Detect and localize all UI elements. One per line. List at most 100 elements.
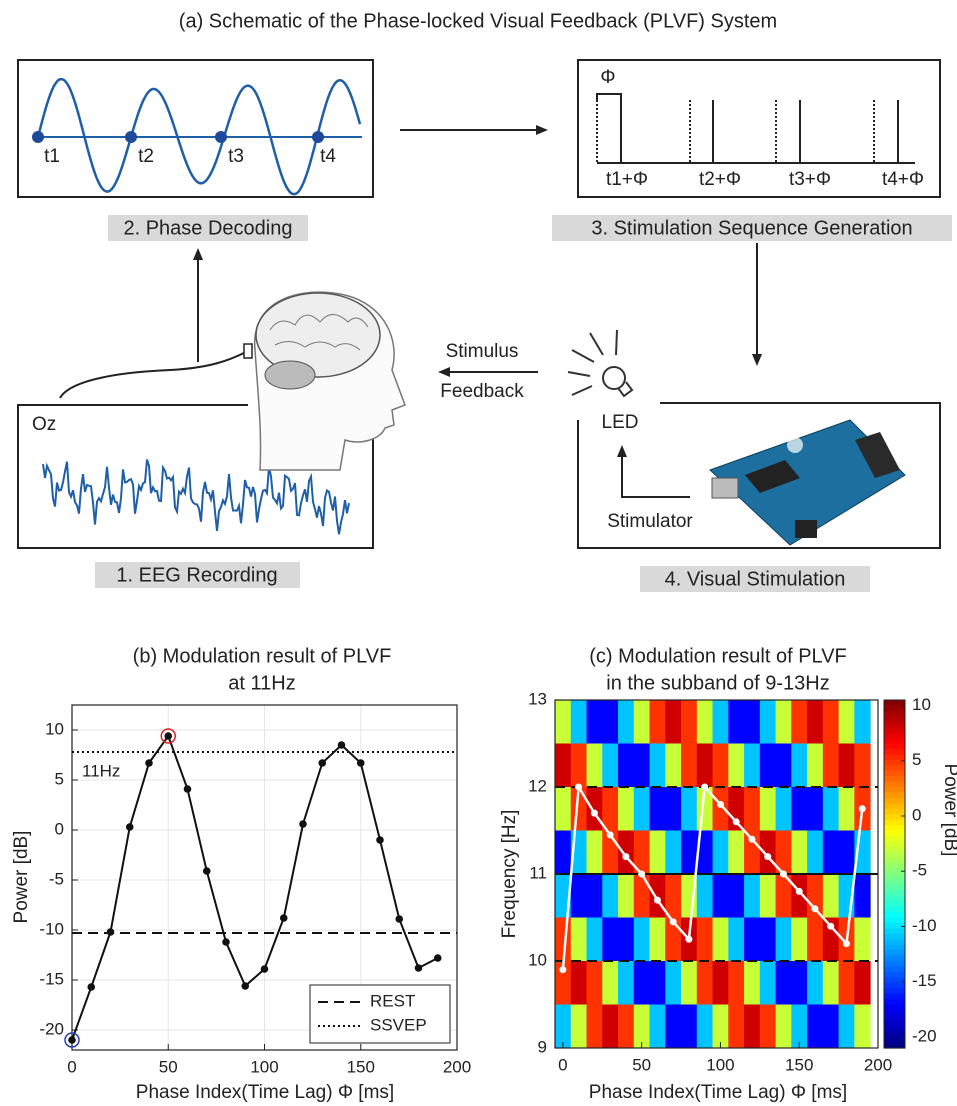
heat-cell [759, 743, 777, 788]
y-tick-label: 12 [528, 776, 547, 795]
heat-cell [665, 1004, 682, 1049]
ray [589, 332, 604, 356]
heat-cell [759, 917, 777, 962]
x-tick-label: 200 [864, 1055, 892, 1074]
colorbar-step [884, 971, 905, 978]
y-tick-label: -5 [49, 869, 64, 888]
heat-cell [633, 874, 651, 918]
data-point [68, 1036, 76, 1044]
brain-folds [269, 314, 369, 351]
x-tick-label: 200 [443, 1057, 471, 1076]
heat-cell [807, 874, 824, 918]
heat-cell [854, 1004, 871, 1049]
colorbar-step [884, 738, 905, 745]
y-tick-label: -20 [39, 1019, 64, 1038]
colorbar-step [884, 700, 905, 707]
heat-cell [602, 700, 619, 744]
heat-cell [744, 743, 761, 788]
legend-label: SSVEP [370, 1015, 427, 1034]
colorbar-step [884, 1020, 905, 1027]
heat-cell [586, 743, 603, 788]
arduino-board [709, 419, 906, 546]
y-axis-label: Power [dB] [11, 831, 32, 924]
colorbar-step [884, 743, 905, 750]
heat-cell [854, 743, 871, 788]
peak-point [858, 805, 866, 813]
peak-point [827, 922, 835, 930]
heat-cell [555, 743, 572, 788]
colorbar-step [884, 977, 905, 984]
heat-cell [728, 787, 745, 831]
heat-cell [822, 1004, 840, 1049]
heat-cell [681, 1004, 698, 1049]
y-tick-label: 0 [55, 819, 64, 838]
led-icon [567, 329, 634, 398]
colorbar-step [884, 776, 905, 783]
heat-cell [633, 917, 651, 962]
data-point [376, 836, 384, 844]
heat-cell [791, 917, 808, 962]
heat-cell [570, 1004, 588, 1049]
heat-cell [728, 961, 745, 1005]
peak-point [606, 831, 614, 839]
heat-cell [759, 830, 777, 875]
peak-point [732, 818, 740, 826]
heat-cell [822, 830, 840, 875]
wire [59, 351, 247, 399]
colorbar-step [884, 982, 905, 989]
heat-cell [586, 874, 603, 918]
heat-cell [775, 830, 792, 875]
bulb [602, 366, 626, 390]
heat-cell [665, 961, 682, 1005]
heat-cell [649, 700, 666, 744]
heat-cell [807, 787, 824, 831]
heat-cell [728, 874, 745, 918]
phase-dot [312, 131, 324, 143]
heat-cell [791, 700, 808, 744]
peak-point [653, 896, 661, 904]
colorbar-step [884, 1009, 905, 1016]
y-tick-label: 5 [55, 769, 64, 788]
peak-point [669, 918, 677, 926]
data-line [71, 733, 439, 1041]
colorbar-step [884, 950, 905, 957]
heat-cell [633, 787, 651, 831]
peak-point [842, 940, 850, 948]
heat-cell [618, 961, 635, 1005]
stimulator-label: Stimulator [607, 511, 693, 532]
colorbar-step [884, 748, 905, 755]
phase-dots [32, 131, 324, 143]
heat-cell [822, 961, 840, 1005]
heat-cell [681, 961, 698, 1005]
eeg-box [17, 404, 374, 549]
heat-cell [759, 787, 777, 831]
peak-point [779, 870, 787, 878]
brain [255, 292, 381, 378]
plot-frame [71, 704, 458, 1051]
colorbar-step [884, 933, 905, 940]
colorbar-tick-label: 0 [912, 805, 921, 824]
heat-cell [744, 874, 761, 918]
heat-cell [570, 874, 588, 918]
colorbar-step [884, 999, 905, 1006]
heat-cell [649, 743, 666, 788]
heat-cell [696, 961, 714, 1005]
usb-port [711, 477, 739, 499]
eeg-trace [42, 459, 350, 535]
data-point [145, 759, 153, 767]
heat-cell [838, 961, 855, 1005]
data-point [318, 759, 327, 767]
heat-cell [822, 743, 840, 788]
heat-cell [570, 700, 588, 744]
heat-cell [618, 743, 635, 788]
heat-cell [665, 874, 682, 918]
heat-cell [586, 787, 603, 831]
colorbar-frame [883, 699, 906, 1049]
colorbar-step [884, 841, 905, 848]
heat-cell [696, 743, 714, 788]
heat-cell [775, 787, 792, 831]
heat-cell [618, 830, 635, 875]
colorbar-tick-label: 10 [912, 695, 931, 714]
head-illustration [59, 291, 406, 471]
